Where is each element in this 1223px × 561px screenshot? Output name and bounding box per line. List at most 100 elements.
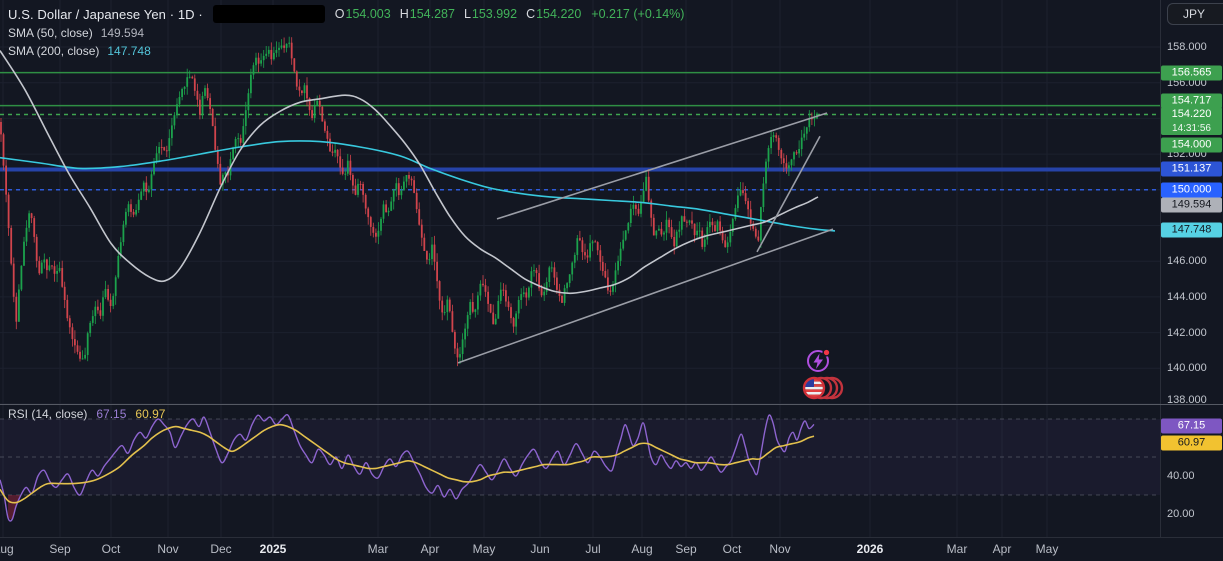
candle-body	[632, 204, 635, 209]
candle-body	[86, 333, 89, 355]
candle-body	[331, 151, 334, 153]
candle-body	[451, 311, 454, 332]
sma-200-line	[0, 140, 836, 232]
candle-body	[545, 282, 548, 292]
price-axis-badge: 154.220 14:31:56	[1161, 107, 1222, 135]
flag-ring	[802, 376, 826, 400]
price-axis-badge: 156.565	[1161, 65, 1222, 81]
candle-body	[619, 248, 622, 261]
candle-body	[372, 226, 375, 233]
candle-body	[168, 138, 171, 151]
trendlines[interactable]	[457, 112, 834, 364]
candle-body	[0, 122, 2, 135]
candle-body	[222, 174, 224, 185]
price-pane[interactable]	[0, 0, 1160, 404]
pane-divider[interactable]	[0, 404, 1223, 405]
time-axis-label: Jul	[585, 542, 601, 556]
candle-body	[484, 285, 487, 292]
time-axis[interactable]: Aug Sep Oct Nov Dec 2025 Mar Apr May Jun Jul Aug Sep…	[0, 538, 1223, 561]
sma200-value: 147.748	[107, 44, 151, 58]
candle-body	[461, 339, 464, 354]
candle-body	[295, 71, 298, 87]
candle-body	[260, 60, 262, 64]
candle-body	[392, 189, 395, 202]
candle-body	[20, 265, 23, 290]
time-axis-label: Sep	[49, 542, 71, 556]
candle-body	[703, 239, 706, 247]
time-axis-label: Apr	[420, 542, 440, 556]
candle-body	[691, 220, 693, 224]
candle-body	[232, 147, 234, 160]
candle-body	[23, 241, 25, 266]
candle-body	[89, 322, 92, 334]
candle-body	[568, 274, 571, 284]
trendline-wedge-lower[interactable]	[457, 228, 834, 364]
trendline-october-uptrend[interactable]	[756, 135, 821, 253]
candle-body	[579, 238, 581, 241]
candle-body	[349, 160, 352, 175]
legend-sma200[interactable]: SMA (200, close) 147.748	[8, 42, 684, 60]
rsi-pane[interactable]	[0, 404, 1160, 537]
candle-body	[726, 242, 729, 248]
candle-body	[410, 178, 413, 181]
price-tick-label: 144.000	[1167, 291, 1207, 303]
candle-body	[298, 86, 301, 91]
candle-body	[12, 263, 15, 297]
candle-body	[673, 237, 676, 247]
candle-body	[127, 204, 130, 212]
trendline-wedge-upper[interactable]	[496, 112, 828, 220]
candle-body	[749, 209, 752, 224]
candle-body	[181, 89, 183, 97]
candle-body	[609, 290, 612, 292]
candle-body	[5, 165, 7, 195]
candle-body	[341, 167, 344, 174]
price-tick-label: 138.000	[1167, 394, 1207, 406]
candle-body	[354, 185, 357, 195]
candle-body	[556, 277, 558, 290]
candle-body	[308, 98, 311, 111]
candle-body	[53, 266, 56, 274]
time-axis-label: Oct	[101, 542, 121, 556]
event-icons[interactable]	[802, 348, 844, 400]
candle-body	[665, 219, 668, 233]
price-axis-badge: 67.15	[1161, 418, 1222, 434]
sma50-value: 149.594	[100, 26, 145, 40]
price-axis[interactable]: JPY 158.000 156.000 152.000 146.000 144.000 1…	[1161, 0, 1223, 537]
candle-body	[543, 291, 546, 296]
candle-body	[377, 230, 380, 237]
time-axis-label: Mar	[367, 542, 389, 556]
candle-body	[405, 175, 408, 182]
candle-body	[140, 191, 143, 200]
candle-body	[288, 42, 291, 44]
candle-body	[316, 100, 319, 106]
price-axis-divider	[1160, 0, 1161, 537]
candle-body	[721, 230, 724, 241]
time-axis-label: Jun	[530, 542, 550, 556]
price-tick-label: 40.00	[1167, 470, 1195, 482]
candle-body	[413, 180, 415, 193]
candle-body	[242, 126, 245, 143]
candle-body	[97, 306, 99, 311]
candle-body	[40, 262, 43, 274]
candle-body	[492, 312, 495, 325]
candle-body	[380, 218, 382, 231]
legend-sma50[interactable]: SMA (50, close) 149.594	[8, 24, 684, 42]
currency-button[interactable]: JPY	[1167, 3, 1223, 25]
legend-rsi[interactable]: RSI (14, close) 67.15 60.97	[8, 407, 165, 421]
candle-body	[459, 354, 461, 358]
horizontal-levels[interactable]	[0, 71, 1160, 191]
price-tick-label: 20.00	[1167, 508, 1195, 520]
candle-body	[813, 118, 816, 120]
candle-body	[719, 221, 721, 231]
us-flag-icon[interactable]	[805, 379, 823, 397]
candle-body	[530, 271, 533, 288]
candle-body	[494, 318, 497, 325]
candle-body	[48, 265, 51, 271]
time-axis-label: May	[1035, 542, 1059, 556]
candle-body	[680, 216, 683, 230]
candle-body	[99, 310, 102, 316]
candle-body	[675, 231, 678, 247]
symbol-title[interactable]: U.S. Dollar / Japanese Yen · 1D ·	[8, 6, 203, 22]
redacted-box	[212, 5, 325, 23]
candle-body	[464, 328, 466, 340]
